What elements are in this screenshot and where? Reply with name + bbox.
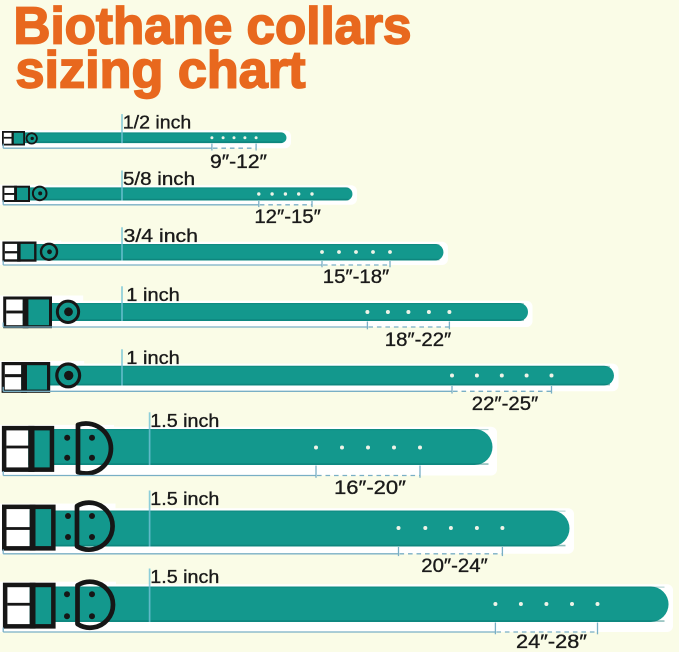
svg-text:20″-24″: 20″-24″ [421, 555, 488, 577]
svg-text:1.5 inch: 1.5 inch [150, 566, 219, 587]
svg-text:1.5 inch: 1.5 inch [150, 410, 219, 431]
svg-text:12″-15″: 12″-15″ [254, 206, 321, 228]
svg-text:15″-18″: 15″-18″ [323, 266, 390, 288]
svg-text:1.5 inch: 1.5 inch [150, 488, 219, 509]
svg-text:1 inch: 1 inch [126, 284, 180, 305]
svg-text:3/4 inch: 3/4 inch [124, 225, 199, 246]
svg-text:1/2 inch: 1/2 inch [123, 112, 192, 133]
svg-text:5/8 inch: 5/8 inch [123, 168, 195, 189]
svg-text:22″-25″: 22″-25″ [472, 393, 539, 415]
svg-text:sizing chart: sizing chart [16, 41, 306, 99]
svg-text:9″-12″: 9″-12″ [210, 151, 267, 173]
svg-text:18″-22″: 18″-22″ [385, 329, 452, 351]
svg-text:Biothane collars: Biothane collars [14, 0, 412, 55]
svg-text:24″-28″: 24″-28″ [516, 631, 587, 652]
svg-text:1 inch: 1 inch [126, 347, 180, 368]
svg-text:16″-20″: 16″-20″ [334, 477, 406, 499]
